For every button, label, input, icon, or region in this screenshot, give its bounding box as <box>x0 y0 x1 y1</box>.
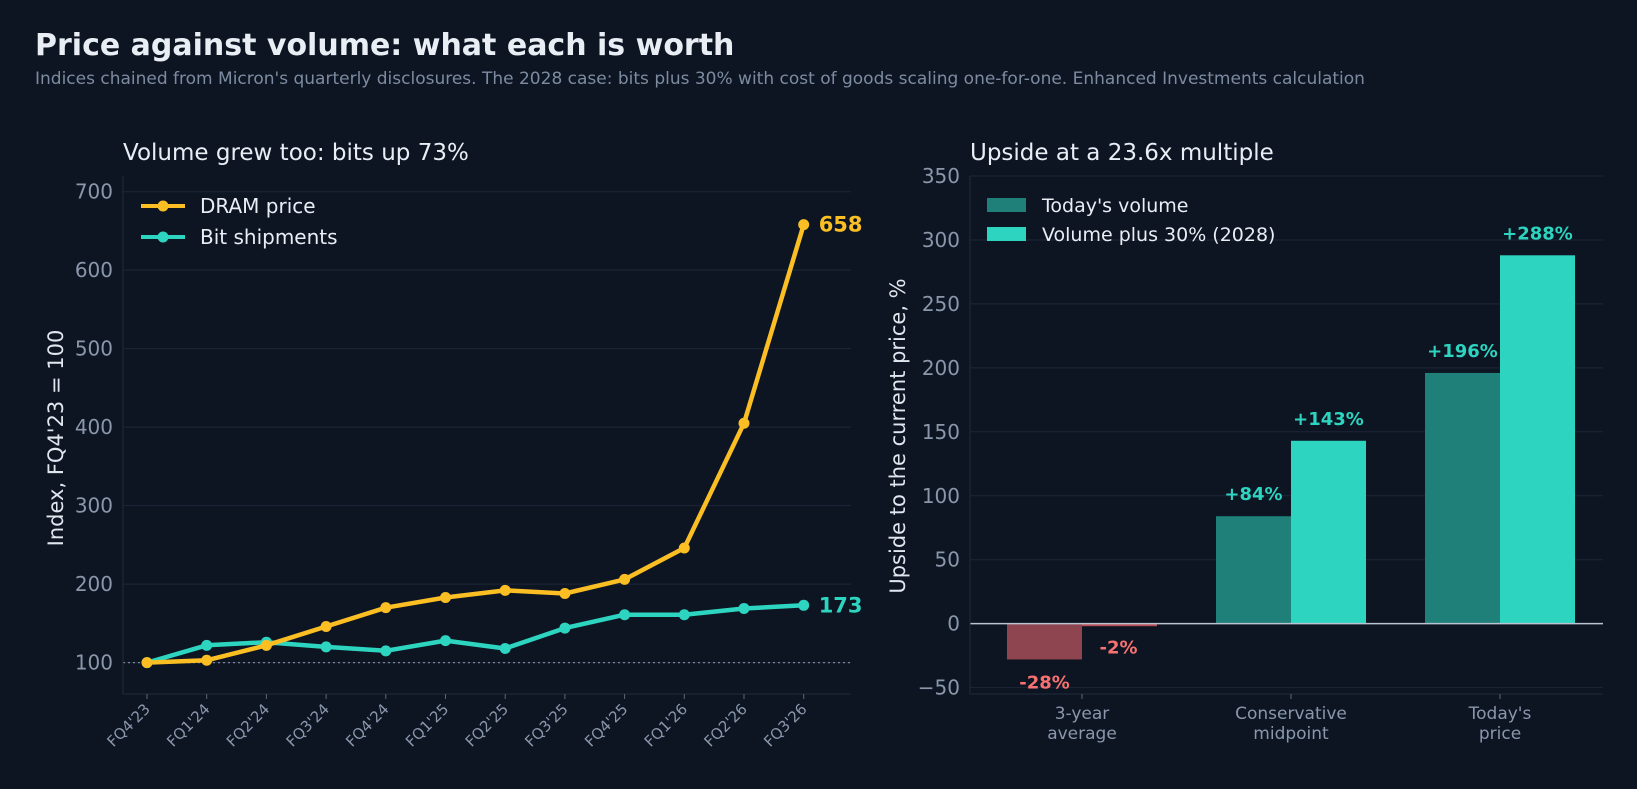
y-tick-label: 600 <box>75 258 113 282</box>
category-label: average <box>1047 724 1117 744</box>
y-tick-label: 250 <box>922 292 960 316</box>
legend-label-bits: Bit shipments <box>200 225 338 249</box>
y-tick-label: 100 <box>75 651 113 675</box>
bar-value-label: +288% <box>1502 223 1573 244</box>
category-label: Conservative <box>1235 704 1347 724</box>
series-point <box>440 591 451 603</box>
line-chart-panel: Volume grew too: bits up 73% 100 200 300 40… <box>44 140 863 750</box>
series-point <box>559 622 571 634</box>
series-point <box>320 621 332 633</box>
y-tick-label: 300 <box>75 494 113 518</box>
category-label: midpoint <box>1253 724 1329 744</box>
bar-value-label: +196% <box>1427 341 1498 362</box>
series-point <box>499 642 511 654</box>
legend-marker-dram <box>157 200 169 212</box>
bar <box>1425 372 1500 624</box>
line-chart-legend: DRAM price Bit shipments <box>141 194 338 249</box>
x-tick-label: FQ4'25 <box>581 700 631 750</box>
y-tick-label: 300 <box>922 228 960 252</box>
bar <box>1500 255 1575 624</box>
series-line <box>144 222 806 665</box>
bar-chart-legend: Today's volume Volume plus 30% (2028) <box>987 195 1275 246</box>
category-label: 3-year <box>1055 704 1110 724</box>
bar-value-label: +143% <box>1293 409 1364 430</box>
y-tick-label: 500 <box>75 337 113 361</box>
y-tick-label: 0 <box>947 612 960 636</box>
y-tick-label: 200 <box>922 356 960 380</box>
x-tick-label: FQ1'24 <box>163 700 213 750</box>
series-point <box>141 657 153 669</box>
series-point <box>678 609 690 621</box>
legend-label-volume-2028: Volume plus 30% (2028) <box>1042 224 1275 246</box>
legend-label-today-volume: Today's volume <box>1041 195 1189 217</box>
bar <box>1082 623 1157 627</box>
legend-swatch-today-volume <box>987 198 1026 212</box>
series-point <box>678 542 690 554</box>
figure-title: Price against volume: what each is worth <box>35 28 735 63</box>
series-point <box>619 573 631 585</box>
series-point <box>619 609 631 621</box>
series-line <box>144 603 806 665</box>
figure-subtitle: Indices chained from Micron's quarterly … <box>35 69 1365 89</box>
category-label: price <box>1479 724 1521 744</box>
x-tick-label: FQ3'26 <box>760 700 810 750</box>
bar-value-label: -28% <box>1019 672 1070 693</box>
bar-value-label: -2% <box>1099 638 1137 659</box>
x-tick-label: FQ1'26 <box>641 700 691 750</box>
category-label: Today's <box>1468 704 1532 724</box>
series-point <box>798 599 810 611</box>
y-tick-label: 700 <box>75 180 113 204</box>
x-tick-label: FQ2'26 <box>700 700 750 750</box>
series-point <box>201 639 213 651</box>
series-end-label: 658 <box>819 213 863 237</box>
bar <box>1291 440 1366 624</box>
series-point <box>738 602 750 614</box>
x-tick-label: FQ1'25 <box>402 700 452 750</box>
bar-chart-bars: -28% -2% +84% +143% +196% +288% <box>970 223 1603 693</box>
y-tick-label: 350 <box>922 164 960 188</box>
legend-marker-bits <box>157 231 169 243</box>
x-tick-label: FQ4'23 <box>103 700 153 750</box>
y-tick-label: 150 <box>922 420 960 444</box>
y-tick-label: −50 <box>918 676 960 700</box>
series-point <box>201 654 213 666</box>
series-point <box>380 645 392 657</box>
bar-chart-title: Upside at a 23.6x multiple <box>970 140 1274 166</box>
series-point <box>260 639 272 651</box>
bar <box>1216 516 1291 624</box>
series-point <box>499 584 511 596</box>
bar-value-label: +84% <box>1224 484 1282 505</box>
y-tick-label: 100 <box>922 484 960 508</box>
x-tick-label: FQ2'24 <box>223 700 273 750</box>
line-chart-y-axis-label: Index, FQ4'23 = 100 <box>44 330 68 547</box>
series-point <box>380 602 392 614</box>
y-tick-label: 50 <box>935 548 960 572</box>
series-point <box>738 417 750 429</box>
bar-chart-panel: Upside at a 23.6x multiple -28% -2% +84% +1… <box>886 140 1603 744</box>
x-tick-label: FQ2'25 <box>462 700 512 750</box>
y-tick-label: 200 <box>75 572 113 596</box>
series-point <box>559 588 571 600</box>
x-tick-label: FQ4'24 <box>342 700 392 750</box>
series-point <box>320 641 332 653</box>
series-point <box>798 219 810 231</box>
series-end-label: 173 <box>819 593 863 617</box>
series-point <box>440 635 451 647</box>
legend-swatch-volume-2028 <box>987 227 1026 241</box>
x-tick-label: FQ3'24 <box>283 700 333 750</box>
line-chart-title: Volume grew too: bits up 73% <box>123 140 469 166</box>
line-chart-series: 173 658 <box>141 213 863 669</box>
bar-chart-y-axis-label: Upside to the current price, % <box>886 278 910 593</box>
bar <box>1007 623 1082 660</box>
x-tick-label: FQ3'25 <box>521 700 571 750</box>
legend-label-dram: DRAM price <box>200 194 316 218</box>
y-tick-label: 400 <box>75 415 113 439</box>
line-chart-grid <box>123 191 851 664</box>
